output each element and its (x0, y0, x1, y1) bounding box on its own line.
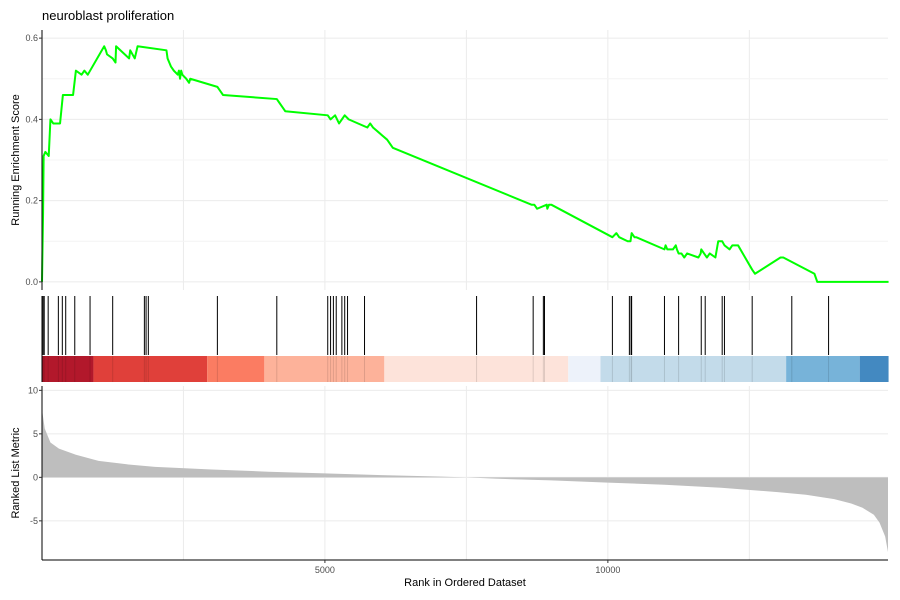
y-tick-label: 0 (33, 472, 38, 482)
running-score-line (41, 45, 889, 283)
rank-band-segment (600, 356, 787, 382)
chart-title: neuroblast proliferation (42, 8, 175, 23)
y-tick-label: -5 (30, 516, 38, 526)
x-tick-label: 5000 (315, 565, 335, 575)
ranked-metric-area (42, 409, 888, 553)
rank-band-segment (93, 356, 208, 382)
y-axis-label: Ranked List Metric (10, 427, 22, 519)
rank-band-segment (42, 356, 94, 382)
x-axis-label: Rank in Ordered Dataset (404, 577, 526, 589)
rank-band-segment (264, 356, 385, 382)
y-tick-label: 0.4 (25, 114, 38, 124)
rank-band-segment (568, 356, 601, 382)
y-tick-label: 5 (33, 429, 38, 439)
rank-band-segment (786, 356, 860, 382)
rank-band-segment (859, 356, 889, 382)
rank-band-segment (384, 356, 569, 382)
y-tick-label: 10 (28, 385, 38, 395)
y-tick-label: 0.2 (25, 196, 38, 206)
y-tick-label: 0.6 (25, 33, 38, 43)
y-axis-label: Running Enrichment Score (10, 94, 22, 225)
rank-band-segment (207, 356, 265, 382)
y-tick-label: 0.0 (25, 277, 38, 287)
x-tick-label: 10000 (595, 565, 620, 575)
